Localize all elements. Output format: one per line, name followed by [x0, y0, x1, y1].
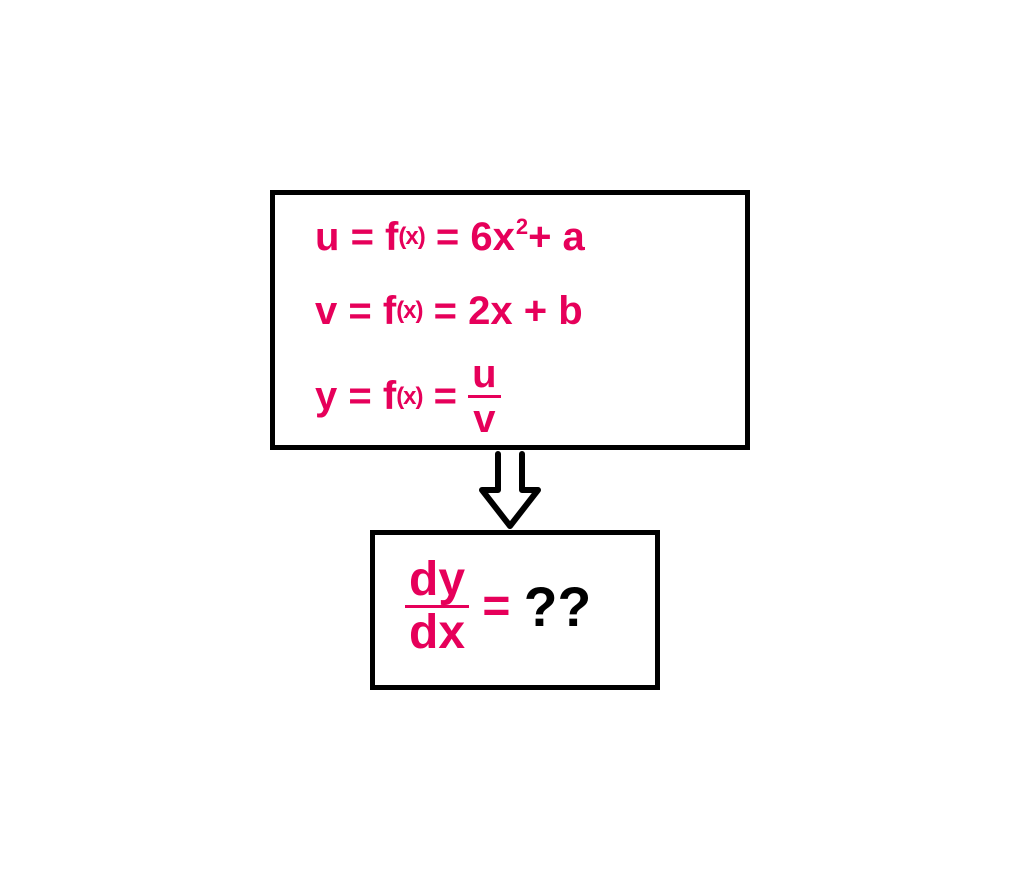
var-v: v	[315, 289, 337, 334]
var-y: y	[315, 374, 337, 419]
frac-den-v: v	[469, 398, 499, 440]
fn-arg-1: (x)	[398, 223, 424, 251]
definitions-box: u = f(x) = 6x2 + a v = f(x) = 2x + b y =…	[270, 190, 750, 450]
equals-2a: =	[348, 289, 371, 334]
rhs-1-pre: 6x	[470, 215, 515, 260]
equals-2b: =	[434, 289, 457, 334]
frac-den-dx: dx	[405, 608, 469, 658]
var-u: u	[315, 215, 339, 260]
equation-v: v = f(x) = 2x + b	[315, 287, 583, 334]
equals-3b: =	[434, 374, 457, 419]
equals-3a: =	[348, 374, 371, 419]
equation-u: u = f(x) = 6x2 + a	[315, 213, 585, 260]
fraction-u-over-v: u v	[468, 353, 500, 440]
result-box: dy dx = ??	[370, 530, 660, 690]
equals-result: =	[482, 579, 510, 634]
fn-f-3: f	[383, 374, 396, 419]
fn-arg-2: (x)	[396, 297, 422, 325]
canvas: u = f(x) = 6x2 + a v = f(x) = 2x + b y =…	[0, 0, 1024, 890]
result-expression: dy dx = ??	[405, 555, 591, 659]
rhs-1-exp: 2	[516, 214, 528, 239]
fraction-dy-over-dx: dy dx	[405, 555, 469, 659]
fn-arg-3: (x)	[396, 383, 422, 411]
fn-f-2: f	[383, 289, 396, 334]
rhs-1-post: + a	[528, 215, 585, 260]
rhs-2: 2x + b	[468, 289, 583, 334]
result-unknown: ??	[524, 575, 591, 639]
frac-num-dy: dy	[405, 555, 469, 605]
equals-1a: =	[351, 215, 374, 260]
implies-arrow-icon	[470, 450, 550, 530]
fn-f-1: f	[385, 215, 398, 260]
equals-1b: =	[436, 215, 459, 260]
equation-y: y = f(x) = u v	[315, 353, 501, 440]
frac-num-u: u	[468, 353, 500, 395]
